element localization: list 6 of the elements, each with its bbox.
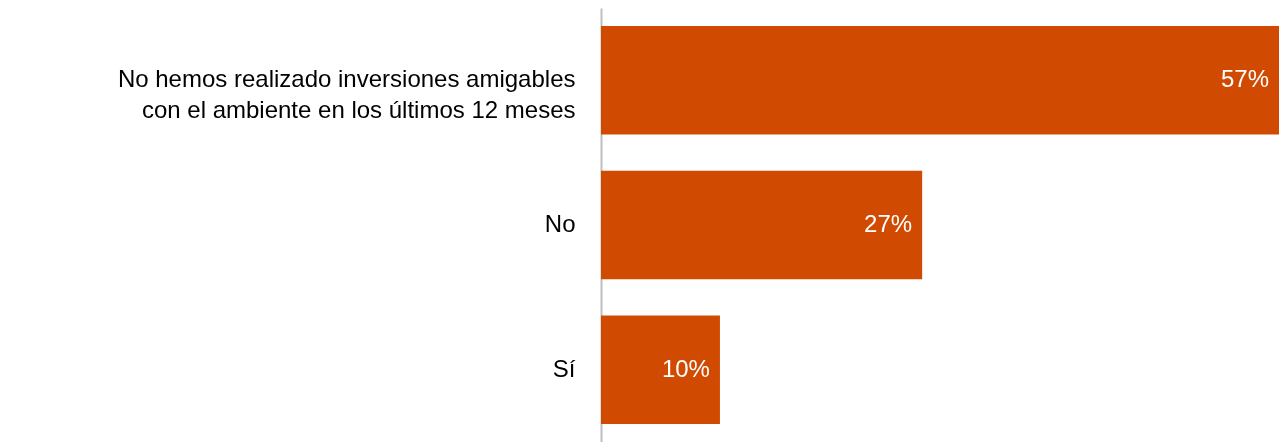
data-label: 10%: [661, 354, 710, 382]
y-tick-label: No: [544, 210, 576, 237]
data-label: 27%: [864, 210, 913, 237]
y-tick-label: No hemos realizado inversiones amigables con el ambiente en los últimos 12 meses: [117, 65, 576, 124]
data-label: 57%: [1220, 65, 1269, 93]
y-tick-label: Sí: [552, 354, 576, 382]
